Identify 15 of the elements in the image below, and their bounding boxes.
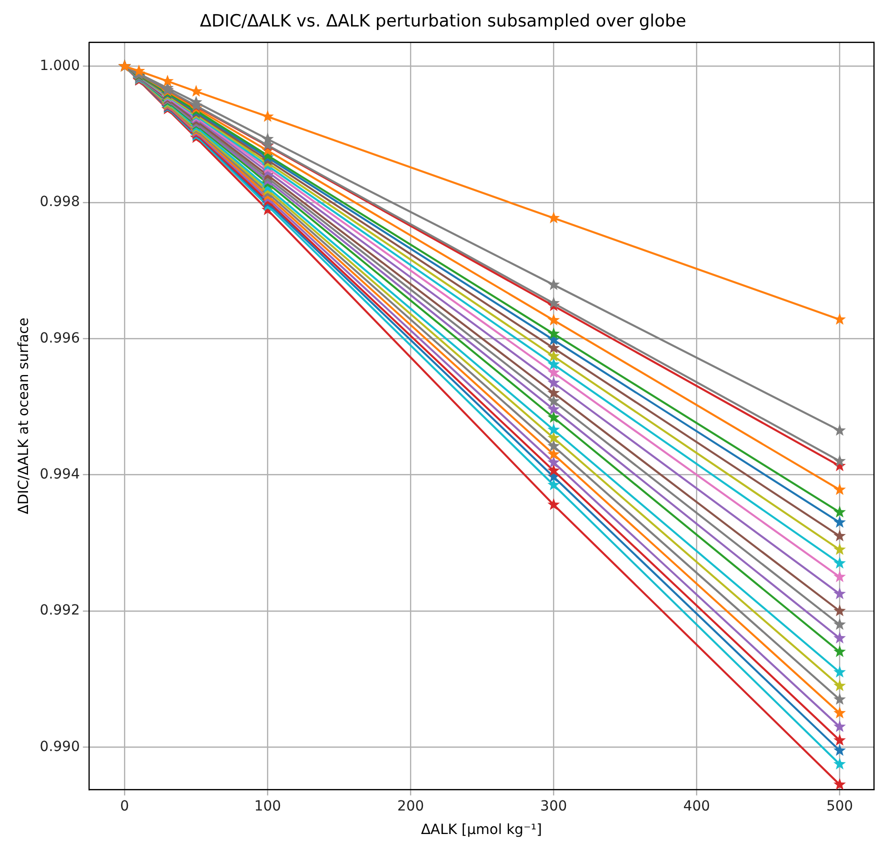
y-tick-label: 0.990	[40, 738, 80, 755]
x-tick-label: 200	[397, 798, 424, 814]
y-axis-title: ΔDIC/ΔALK at ocean surface	[16, 318, 32, 514]
x-axis-title: ΔALK [μmol kg⁻¹]	[420, 822, 542, 838]
x-tick-label: 300	[540, 798, 568, 814]
y-tick-label: 1.000	[40, 58, 80, 74]
y-tick-label: 0.996	[40, 330, 80, 346]
x-tick-label: 100	[254, 798, 282, 814]
x-tick-label: 400	[683, 798, 710, 814]
y-tick-label: 0.994	[40, 466, 80, 482]
y-tick-label: 0.998	[40, 194, 80, 210]
chart-title: ΔDIC/ΔALK vs. ΔALK perturbation subsampled over globe	[200, 12, 686, 32]
x-tick-label: 500	[826, 798, 854, 814]
y-tick-label: 0.992	[40, 602, 80, 619]
x-tick-label: 0	[120, 798, 130, 814]
